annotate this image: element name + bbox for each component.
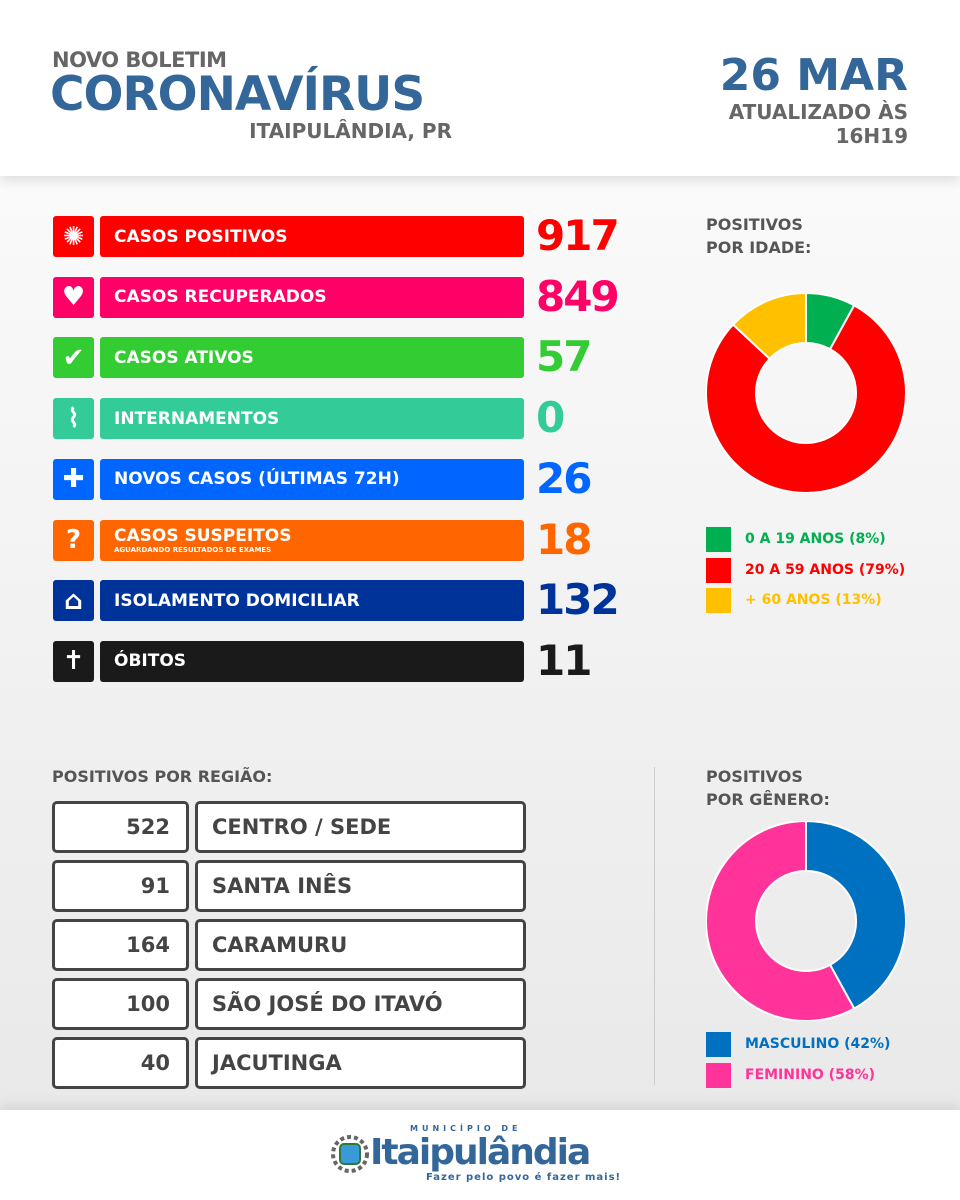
itaipulandia-logo: MUNICÍPIO DE Itaipulândia Fazer pelo pov… [330, 1124, 630, 1186]
region-name: CENTRO / SEDE [195, 801, 526, 853]
stat-label: CASOS ATIVOS [114, 347, 254, 368]
stat-label-bar: CASOS POSITIVOS [100, 216, 524, 257]
logo-name: Itaipulândia [370, 1132, 591, 1173]
legend-label: FEMININO (58%) [745, 1066, 875, 1083]
plus-icon: ✚ [53, 458, 94, 500]
stat-label: NOVOS CASOS (ÚLTIMAS 72H) [114, 469, 400, 490]
region-row: 100 SÃO JOSÉ DO ITAVÓ [52, 978, 526, 1030]
updated-label: ATUALIZADO ÀS [728, 100, 908, 124]
legend-label: 20 A 59 ANOS (79%) [745, 561, 906, 578]
legend-label: MASCULINO (42%) [745, 1036, 891, 1052]
age-title: POSITIVOS POR IDADE: [706, 215, 812, 257]
stat-label-bar: ISOLAMENTO DOMICILIAR [100, 580, 524, 622]
legend-item: FEMININO (58%) [706, 1062, 875, 1088]
footer [0, 1110, 960, 1200]
stat-label: INTERNAMENTOS [114, 408, 280, 429]
stat-label: CASOS POSITIVOS [114, 226, 288, 247]
stat-value: 132 [536, 575, 620, 625]
legend-swatch [706, 527, 731, 552]
legend-swatch [706, 557, 731, 583]
region-name: SANTA INÊS [195, 860, 526, 912]
legend-item: 0 A 19 ANOS (8%) [706, 527, 886, 552]
region-row: 522 CENTRO / SEDE [52, 801, 526, 853]
stat-label-bar: NOVOS CASOS (ÚLTIMAS 72H) [100, 458, 524, 500]
header: NOVO BOLETIM CORONAVÍRUS ITAIPULÂNDIA, P… [0, 0, 960, 176]
stat-row: ⌇ INTERNAMENTOS 0 [53, 393, 653, 442]
check-icon: ✔ [53, 337, 94, 379]
region-row: 91 SANTA INÊS [52, 860, 526, 912]
region-count: 40 [52, 1037, 189, 1089]
stat-value: 11 [536, 635, 592, 685]
stat-label: CASOS RECUPERADOS [114, 287, 327, 308]
stat-row: ✺ CASOS POSITIVOS 917 [53, 211, 653, 260]
region-title: POSITIVOS POR REGIÃO: [52, 767, 273, 786]
legend-item: + 60 ANOS (13%) [706, 588, 882, 613]
divider [654, 767, 655, 1085]
region-count: 164 [52, 919, 189, 971]
region-name: CARAMURU [195, 919, 526, 971]
stat-value: 18 [536, 514, 592, 564]
stat-row: ✚ NOVOS CASOS (ÚLTIMAS 72H) 26 [53, 454, 653, 503]
logo-slogan: Fazer pelo povo é fazer mais! [426, 1172, 622, 1183]
donut-slice [706, 821, 856, 1021]
kicker: NOVO BOLETIM [52, 48, 227, 72]
cross-icon: ✝ [53, 640, 94, 682]
stat-row: ♥ CASOS RECUPERADOS 849 [53, 272, 653, 321]
stat-value: 917 [536, 211, 620, 260]
legend-item: 20 A 59 ANOS (79%) [706, 557, 906, 583]
stat-row: ⌂ ISOLAMENTO DOMICILIAR 132 [53, 575, 653, 624]
stat-value: 26 [536, 453, 592, 503]
stat-row: ✝ ÓBITOS 11 [53, 636, 653, 685]
region-name: SÃO JOSÉ DO ITAVÓ [195, 978, 526, 1030]
gender-donut-chart [706, 821, 906, 1021]
region-row: 164 CARAMURU [52, 919, 526, 971]
city: ITAIPULÂNDIA, PR [249, 119, 452, 143]
region-count: 91 [52, 860, 189, 912]
legend-swatch [706, 1062, 731, 1088]
legend-swatch [706, 588, 731, 613]
stat-label: ISOLAMENTO DOMICILIAR [114, 590, 360, 611]
stat-label-bar: CASOS SUSPEITOS AGUARDANDO RESULTADOS DE … [100, 519, 524, 561]
stat-label: ÓBITOS [114, 651, 187, 672]
age-donut-chart [706, 293, 906, 493]
legend-label: 0 A 19 ANOS (8%) [745, 531, 886, 547]
logo-top: MUNICÍPIO DE [410, 1124, 522, 1133]
stat-sublabel: AGUARDANDO RESULTADOS DE EXAMES [114, 545, 272, 554]
stat-value: 57 [536, 332, 592, 382]
region-count: 100 [52, 978, 189, 1030]
region-count: 522 [52, 801, 189, 853]
stat-label-bar: CASOS RECUPERADOS [100, 276, 524, 318]
heart-icon: ♥ [53, 276, 94, 318]
donut-slice [805, 821, 906, 1010]
stat-value: 0 [536, 393, 565, 443]
stat-label-bar: INTERNAMENTOS [100, 398, 524, 440]
updated: ATUALIZADO ÀS 16H19 [648, 100, 908, 148]
date: 26 MAR [719, 50, 908, 101]
stat-value: 849 [536, 271, 620, 321]
stat-row: ✔ CASOS ATIVOS 57 [53, 332, 653, 381]
donut-slice [706, 304, 906, 493]
donut-slice [731, 293, 807, 361]
stat-label-bar: CASOS ATIVOS [100, 337, 524, 379]
virus-icon: ✺ [53, 216, 94, 257]
heartbeat-icon: ⌇ [53, 398, 94, 440]
question-icon: ? [53, 519, 94, 561]
legend-item: MASCULINO (42%) [706, 1032, 890, 1057]
gender-title: POSITIVOS POR GÊNERO: [706, 767, 830, 809]
stat-label-bar: ÓBITOS [100, 640, 524, 682]
coat-of-arms-icon [331, 1135, 369, 1173]
legend-label: + 60 ANOS (13%) [745, 592, 882, 608]
updated-time: 16H19 [835, 124, 908, 148]
region-name: JACUTINGA [195, 1037, 526, 1089]
house-icon: ⌂ [53, 580, 94, 622]
legend-swatch [706, 1032, 731, 1057]
region-row: 40 JACUTINGA [52, 1037, 526, 1089]
page-title: CORONAVÍRUS [50, 67, 425, 122]
stat-label: CASOS SUSPEITOS [114, 525, 292, 546]
stat-row: ? CASOS SUSPEITOS AGUARDANDO RESULTADOS D… [53, 515, 653, 564]
